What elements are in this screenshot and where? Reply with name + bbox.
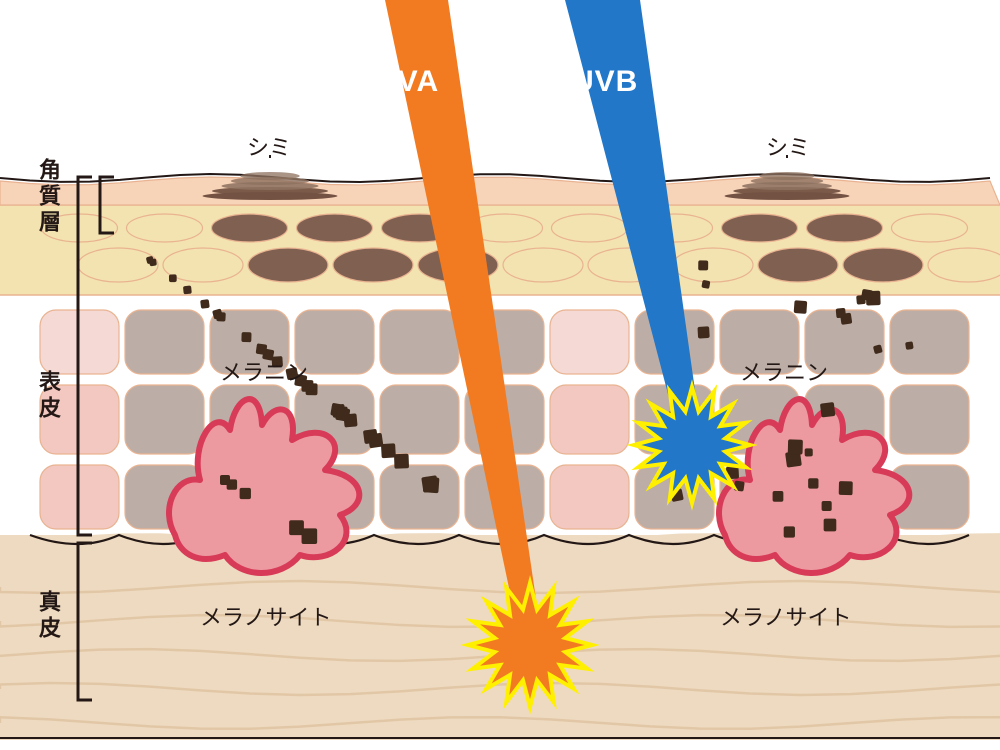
label-dermis: 真皮 bbox=[32, 590, 64, 642]
label-melanocyte-right: メラノサイト bbox=[720, 600, 852, 632]
label-uva: UVA bbox=[375, 65, 439, 99]
label-shimi-right: シミ bbox=[766, 130, 810, 162]
skin-uv-diagram bbox=[0, 0, 1000, 750]
label-uvb: UVB bbox=[572, 65, 638, 99]
label-epidermis: 表皮 bbox=[32, 370, 64, 422]
label-melanocyte-left: メラノサイト bbox=[200, 600, 332, 632]
label-melanin-right: メラニン bbox=[740, 355, 828, 387]
label-melanin-left: メラニン bbox=[220, 355, 308, 387]
label-stratum-corneum: 角質層 bbox=[32, 158, 64, 236]
label-shimi-left: シミ bbox=[247, 130, 291, 162]
